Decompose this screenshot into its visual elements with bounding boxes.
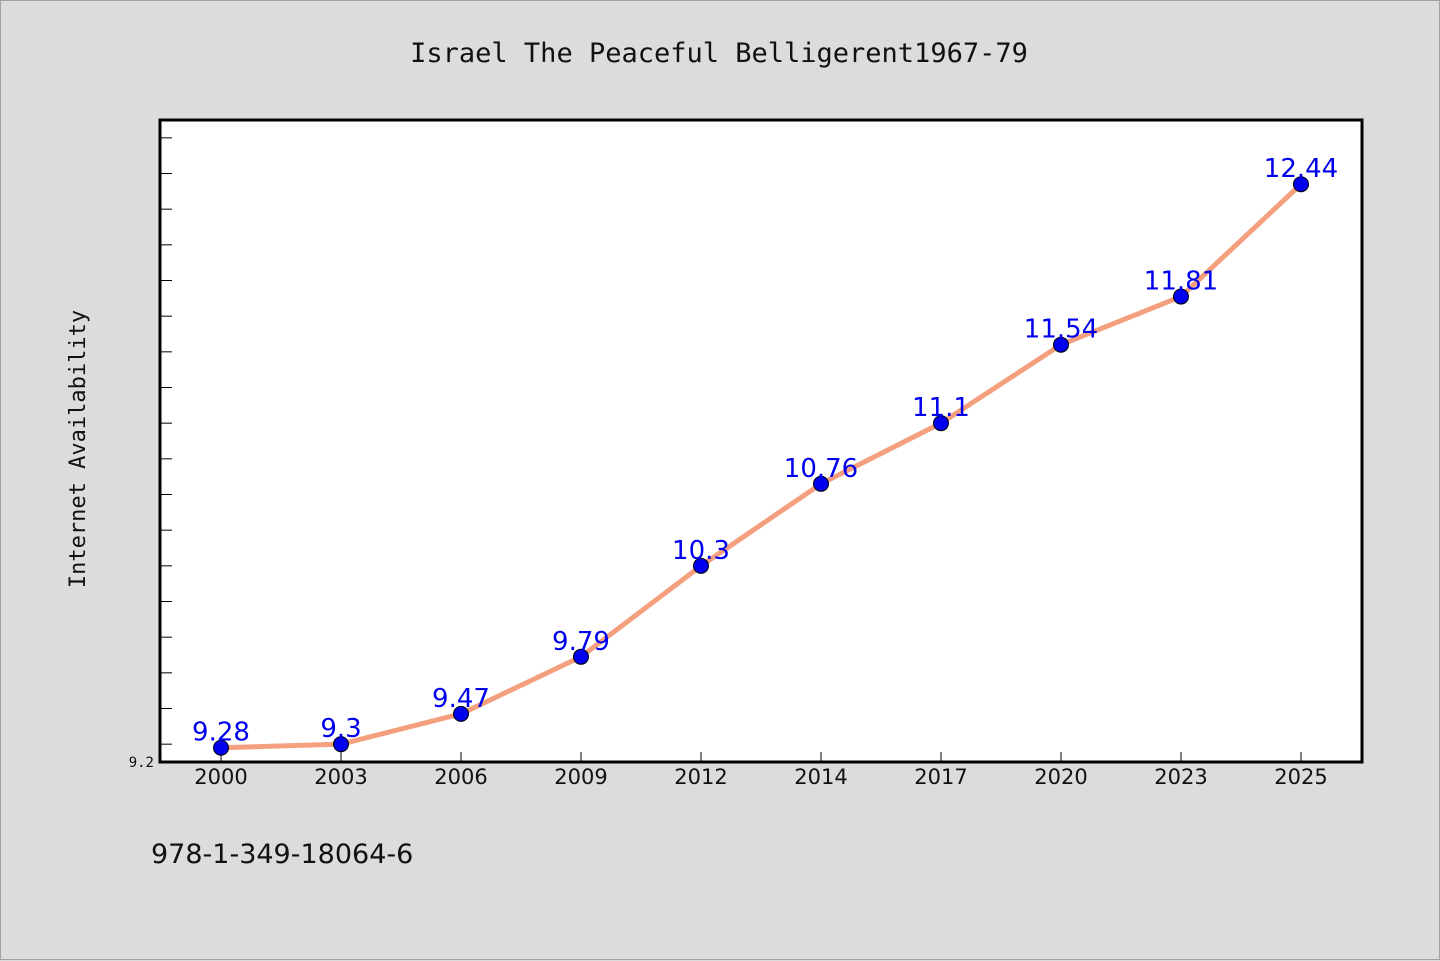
data-label: 9.47 [432, 684, 490, 714]
x-tick-label: 2012 [674, 765, 727, 789]
data-label: 11.81 [1144, 267, 1218, 297]
data-label: 9.3 [320, 714, 361, 744]
x-tick-label: 2000 [194, 765, 247, 789]
x-tick-label: 2017 [914, 765, 967, 789]
data-label: 10.3 [672, 536, 730, 566]
y-axis-ticks [160, 137, 172, 745]
data-label: 10.76 [784, 454, 858, 484]
y-axis-tick-labels: 9.2 [129, 755, 154, 771]
data-label: 9.79 [552, 627, 610, 657]
x-tick-label: 2025 [1274, 765, 1327, 789]
data-point [1293, 176, 1309, 193]
series-line [218, 181, 1304, 751]
isbn-footer: 978-1-349-18064-6 [151, 839, 413, 870]
x-tick-label: 2020 [1034, 765, 1087, 789]
x-tick-label: 2014 [794, 765, 847, 789]
data-point [693, 557, 709, 574]
y-tick-label: 9.2 [129, 755, 154, 771]
y-axis-label: Internet Availability [66, 310, 91, 588]
data-labels: 9.28 9.3 9.47 9.79 10.3 10.76 11.1 11.54 11.81 12… [192, 154, 1338, 748]
chart-title: Israel The Peaceful Belligerent1967-79 [410, 38, 1028, 69]
data-point [333, 736, 349, 753]
series-line-group [218, 181, 1304, 751]
data-point [213, 739, 229, 756]
data-point [813, 475, 829, 492]
x-tick-label: 2006 [434, 765, 487, 789]
data-point [1053, 336, 1069, 353]
data-point [573, 648, 589, 665]
x-tick-label: 2003 [314, 765, 367, 789]
data-point [1173, 288, 1189, 305]
plot-area [158, 118, 1364, 764]
data-point [453, 705, 469, 722]
data-label: 11.1 [912, 393, 970, 423]
x-tick-label: 2009 [554, 765, 607, 789]
data-label: 11.54 [1024, 315, 1098, 345]
data-label: 9.28 [192, 718, 250, 748]
x-axis-ticks [220, 752, 1302, 762]
x-axis-tick-labels: 2000 2003 2006 2009 2012 2014 2017 2020 2023 2025 [194, 765, 1327, 789]
x-tick-label: 2023 [1154, 765, 1207, 789]
data-point [933, 415, 949, 432]
data-label: 12.44 [1264, 154, 1338, 184]
series-markers [213, 176, 1309, 756]
